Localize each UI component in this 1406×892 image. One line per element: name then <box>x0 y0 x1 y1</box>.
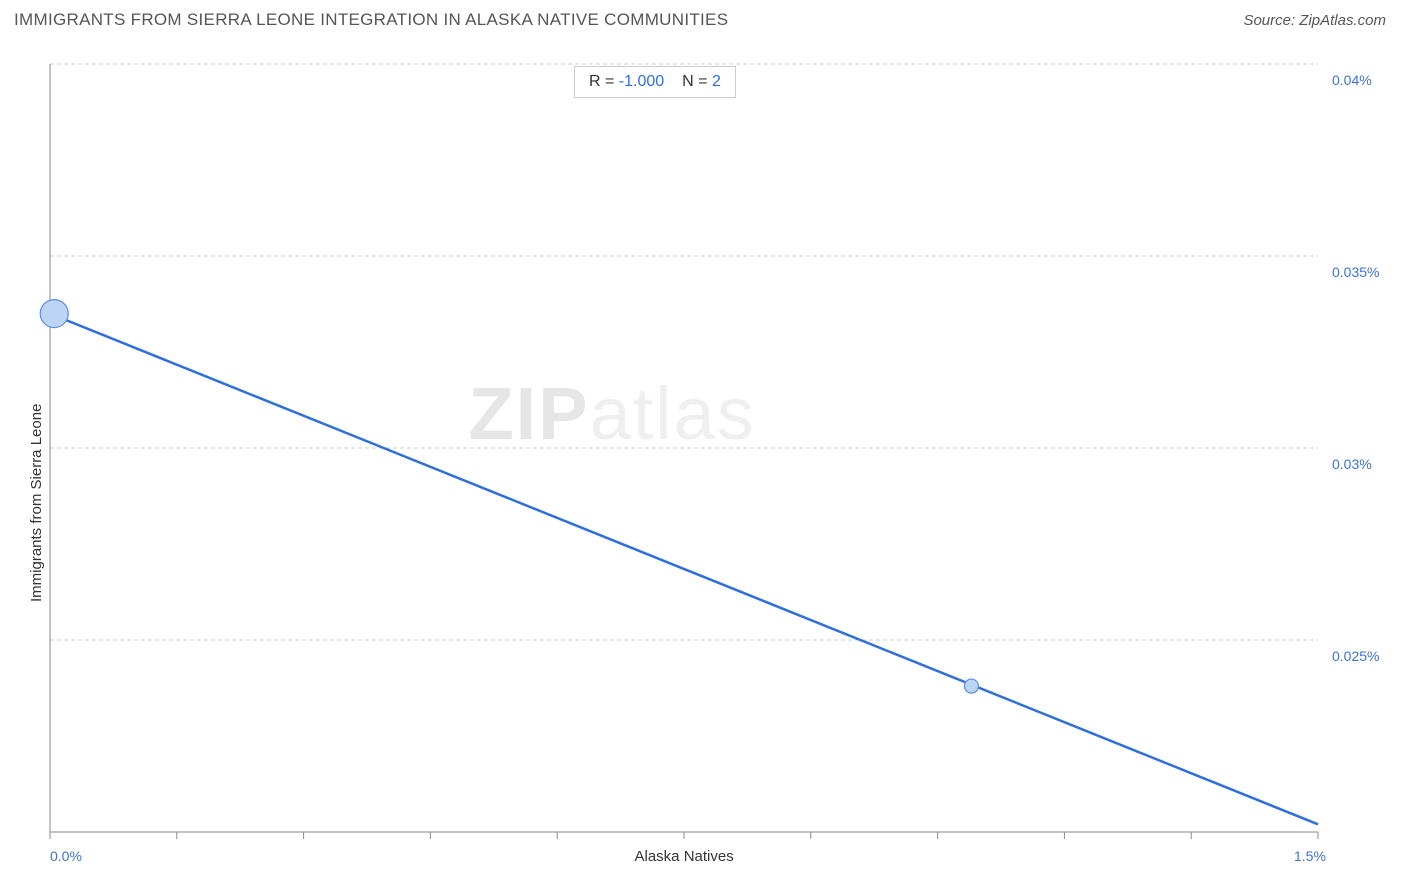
x-axis-title: Alaska Natives <box>635 848 734 865</box>
x-tick-label: 0.0% <box>50 848 82 864</box>
scatter-chart <box>14 44 1392 878</box>
r-label: R = <box>589 73 614 90</box>
r-value: -1.000 <box>619 73 664 90</box>
y-axis-title: Immigrants from Sierra Leone <box>28 403 45 601</box>
y-tick-label: 0.04% <box>1332 72 1372 88</box>
n-label: N = <box>682 73 707 90</box>
chart-container: ZIPatlas R = -1.000 N = 2 Immigrants fro… <box>14 44 1392 878</box>
chart-title: IMMIGRANTS FROM SIERRA LEONE INTEGRATION… <box>14 10 728 30</box>
source-attribution: Source: ZipAtlas.com <box>1243 12 1386 29</box>
y-tick-label: 0.035% <box>1332 264 1379 280</box>
y-tick-label: 0.025% <box>1332 648 1379 664</box>
stats-box: R = -1.000 N = 2 <box>574 66 736 98</box>
n-value: 2 <box>712 73 721 90</box>
n-stat: N = 2 <box>682 73 721 91</box>
y-tick-label: 0.03% <box>1332 456 1372 472</box>
r-stat: R = -1.000 <box>589 73 664 91</box>
x-tick-label: 1.5% <box>1294 848 1326 864</box>
